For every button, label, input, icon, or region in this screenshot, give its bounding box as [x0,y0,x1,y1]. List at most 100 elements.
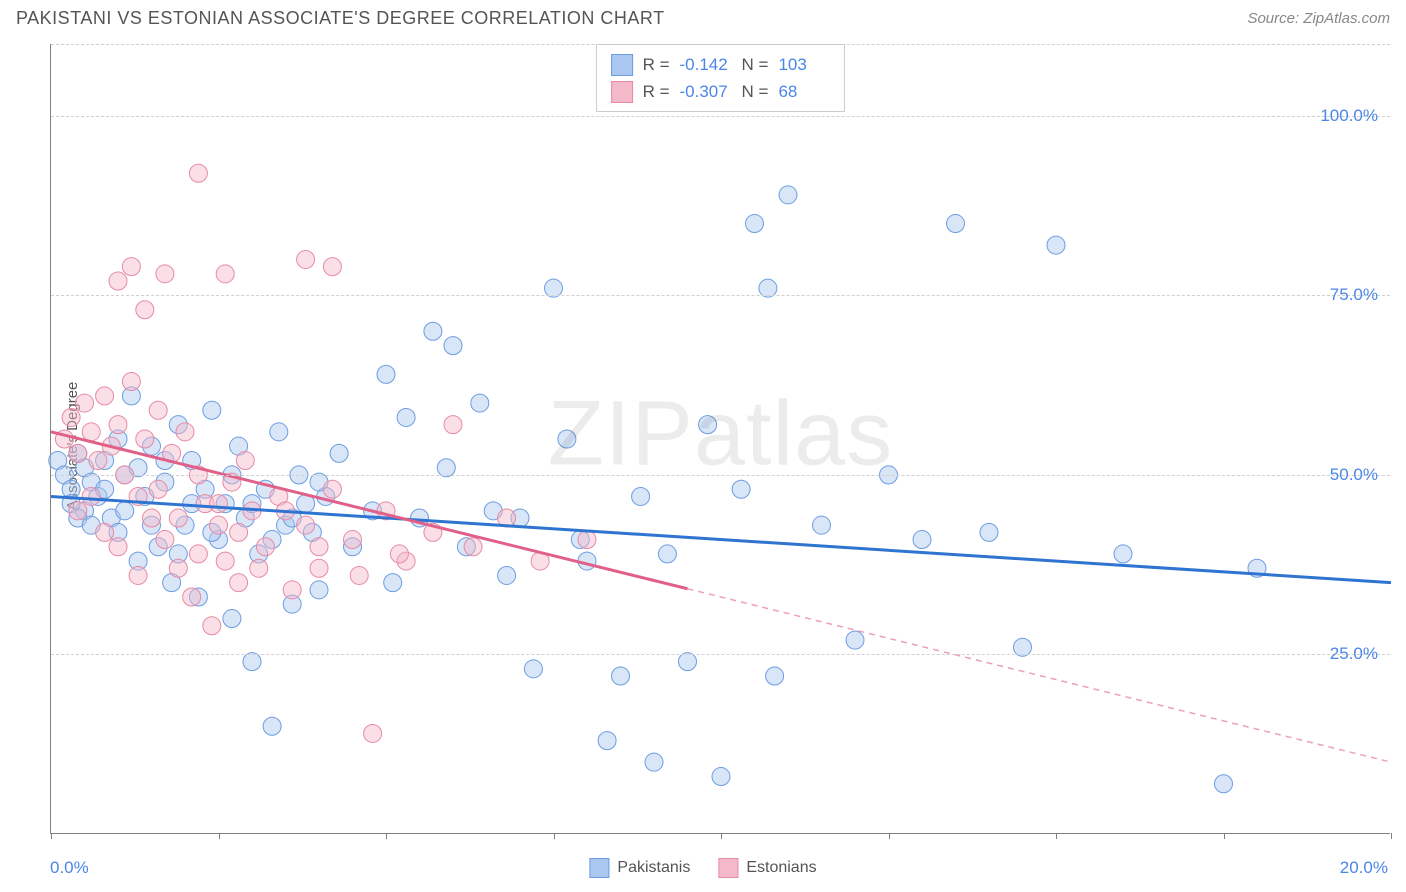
data-point [82,423,100,441]
data-point [189,545,207,563]
x-tick [51,833,52,839]
y-tick-label: 75.0% [1330,285,1378,305]
data-point [1215,775,1233,793]
data-point [76,394,94,412]
data-point [424,322,442,340]
data-point [149,480,167,498]
data-point [210,516,228,534]
x-tick [721,833,722,839]
data-point [210,495,228,513]
data-point [109,272,127,290]
data-point [712,768,730,786]
data-point [1047,236,1065,254]
swatch-pakistanis [589,858,609,878]
stats-legend: R = -0.142 N = 103 R = -0.307 N = 68 [596,44,846,112]
data-point [203,401,221,419]
x-axis-min-label: 0.0% [50,858,89,878]
data-point [732,480,750,498]
data-point [203,617,221,635]
data-point [846,631,864,649]
data-point [1114,545,1132,563]
data-point [645,753,663,771]
data-point [980,523,998,541]
swatch-pakistanis [611,54,633,76]
data-point [116,502,134,520]
swatch-estonians [611,81,633,103]
scatter-svg [51,44,1390,833]
data-point [183,588,201,606]
data-point [122,258,140,276]
n-label: N = [742,51,769,78]
stats-row-estonians: R = -0.307 N = 68 [611,78,831,105]
n-value-pakistanis: 103 [778,51,830,78]
data-point [89,452,107,470]
x-tick [554,833,555,839]
r-value-estonians: -0.307 [680,78,732,105]
data-point [109,416,127,434]
data-point [223,610,241,628]
data-point [230,574,248,592]
data-point [471,394,489,412]
data-point [444,337,462,355]
x-tick [889,833,890,839]
data-point [632,487,650,505]
data-point [143,509,161,527]
data-point [310,559,328,577]
data-point [297,516,315,534]
data-point [384,574,402,592]
data-point [283,581,301,599]
data-point [464,538,482,556]
r-value-pakistanis: -0.142 [680,51,732,78]
data-point [612,667,630,685]
source-attribution: Source: ZipAtlas.com [1247,10,1390,27]
legend-item-estonians: Estonians [718,858,816,878]
data-point [109,538,127,556]
data-point [136,301,154,319]
data-point [256,538,274,556]
y-tick-label: 100.0% [1320,106,1378,126]
legend-item-pakistanis: Pakistanis [589,858,690,878]
x-tick [1224,833,1225,839]
data-point [149,401,167,419]
r-label: R = [643,78,670,105]
x-tick [1391,833,1392,839]
data-point [813,516,831,534]
data-point [69,502,87,520]
data-point [297,250,315,268]
data-point [746,215,764,233]
data-point [176,423,194,441]
data-point [779,186,797,204]
gridline [51,654,1390,655]
data-point [96,523,114,541]
swatch-estonians [718,858,738,878]
gridline [51,116,1390,117]
data-point [169,559,187,577]
legend-label-pakistanis: Pakistanis [617,859,690,877]
data-point [913,531,931,549]
data-point [377,365,395,383]
r-label: R = [643,51,670,78]
data-point [236,452,254,470]
data-point [498,566,516,584]
x-tick [1056,833,1057,839]
data-point [310,581,328,599]
data-point [310,538,328,556]
x-axis-max-label: 20.0% [1340,858,1388,878]
data-point [397,408,415,426]
legend-label-estonians: Estonians [746,859,816,877]
data-point [82,487,100,505]
y-tick-label: 50.0% [1330,465,1378,485]
stats-row-pakistanis: R = -0.142 N = 103 [611,51,831,78]
data-point [156,531,174,549]
data-point [364,724,382,742]
gridline [51,475,1390,476]
plot-area: R = -0.142 N = 103 R = -0.307 N = 68 ZIP… [50,44,1390,834]
n-value-estonians: 68 [778,78,830,105]
data-point [524,660,542,678]
series-legend: Pakistanis Estonians [589,858,816,878]
data-point [136,430,154,448]
data-point [69,444,87,462]
data-point [216,552,234,570]
data-point [250,559,268,577]
data-point [558,430,576,448]
